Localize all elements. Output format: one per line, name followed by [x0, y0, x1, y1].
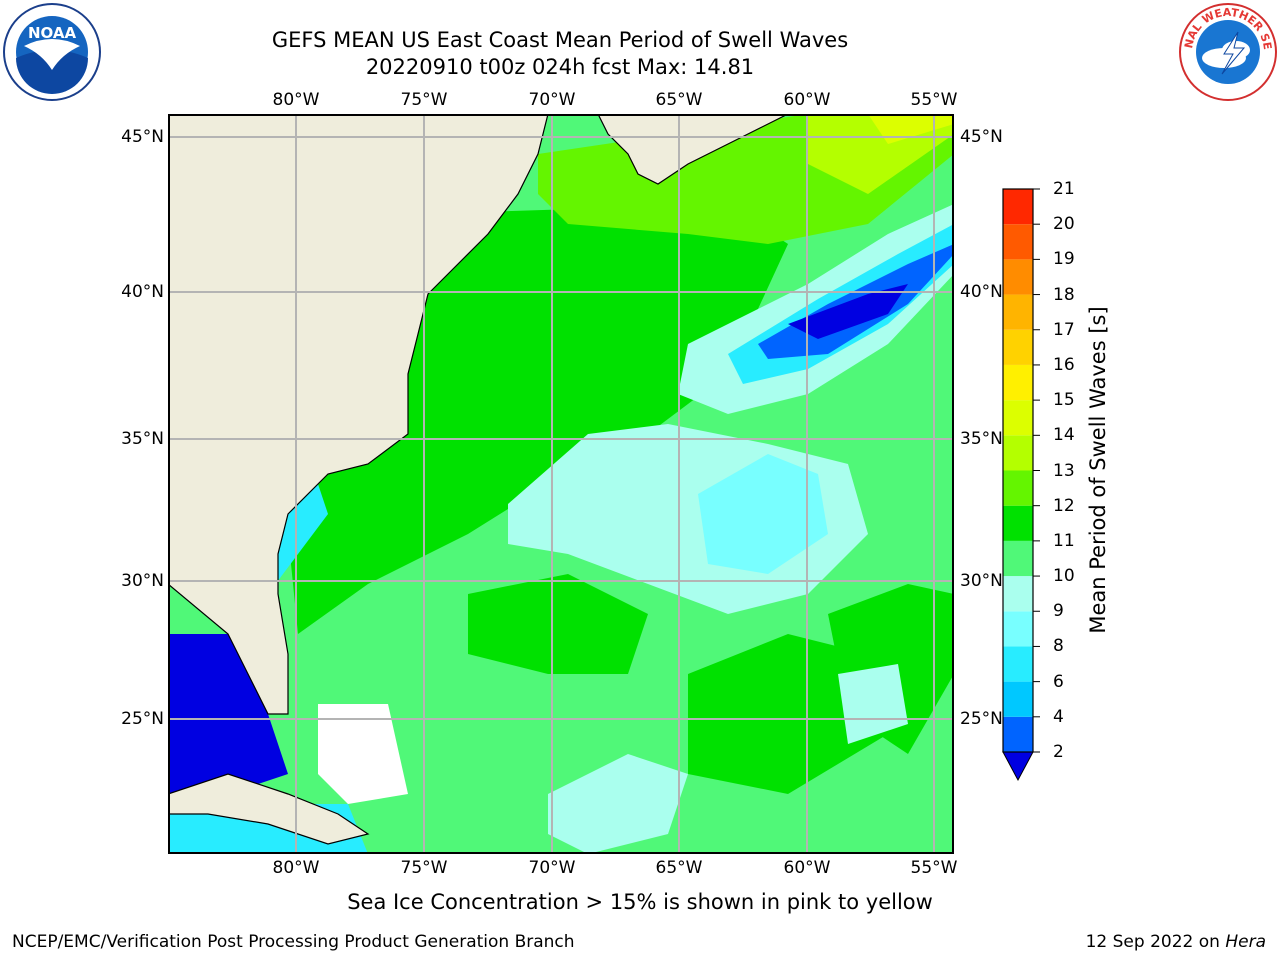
colorbar-tick-label: 2	[1053, 742, 1064, 762]
colorbar-tick-label: 17	[1053, 319, 1075, 340]
lat-label-left: 40°N	[121, 282, 164, 302]
map-title: GEFS MEAN US East Coast Mean Period of S…	[271, 28, 849, 52]
lat-label-left: 25°N	[121, 709, 164, 729]
colorbar-tick-label: 21	[1053, 179, 1075, 199]
maritimes-land	[597, 114, 789, 185]
colorbar-tick-label: 18	[1053, 284, 1075, 305]
credit-text: NCEP/EMC/Verification Post Processing Pr…	[12, 932, 575, 952]
lon-label-top: 65°W	[655, 90, 703, 110]
colorbar-label: Mean Period of Swell Waves [s]	[1086, 306, 1110, 634]
colorbar-swatch	[1003, 646, 1033, 682]
lon-label-bottom: 75°W	[400, 858, 448, 878]
gulf-field	[168, 634, 288, 794]
lat-label-left: 35°N	[121, 429, 164, 449]
nws-logo-icon: NATIONAL WEATHER SERVICE	[1178, 2, 1277, 101]
colorbar-tick-label: 8	[1053, 636, 1064, 657]
map-subtitle: 20220910 t00z 024h fcst Max: 14.81	[365, 55, 755, 79]
colorbar-tick-label: 20	[1053, 214, 1075, 235]
colorbar-swatch	[1003, 364, 1033, 401]
timestamp: 12 Sep 2022 on Hera	[1086, 932, 1266, 952]
lon-label-top: 70°W	[528, 90, 576, 110]
lat-label-right: 45°N	[960, 127, 1003, 147]
lat-label-right: 40°N	[960, 282, 1003, 302]
colorbar-tick-label: 12	[1053, 495, 1075, 516]
sea-ice-note: Sea Ice Concentration > 15% is shown in …	[347, 890, 933, 914]
colorbar-tick-label: 13	[1053, 460, 1075, 481]
colorbar-under-arrow	[1002, 751, 1034, 782]
colorbar-swatch	[1003, 576, 1033, 612]
lon-label-top: 80°W	[272, 90, 320, 110]
swell-period-map	[168, 114, 954, 854]
colorbar-swatch	[1003, 470, 1033, 506]
colorbar-tick-label: 6	[1053, 671, 1064, 692]
field-patch-south	[468, 574, 648, 674]
field-patch-cyan-south	[548, 754, 688, 854]
lat-label-left: 45°N	[121, 127, 164, 147]
colorbar-swatch	[1003, 716, 1033, 752]
field-band-8s	[698, 454, 828, 574]
lat-label-right: 35°N	[960, 429, 1003, 449]
colorbar	[1002, 188, 1040, 782]
colorbar-tick-label: 10	[1053, 566, 1075, 587]
colorbar-swatch	[1003, 189, 1033, 225]
lat-label-right: 30°N	[960, 571, 1003, 591]
colorbar-swatch	[1003, 259, 1033, 295]
colorbar-swatch	[1003, 224, 1033, 260]
lon-label-top: 60°W	[783, 90, 831, 110]
colorbar-swatch	[1003, 435, 1033, 471]
colorbar-tick-label: 19	[1053, 249, 1075, 270]
lat-label-left: 30°N	[121, 571, 164, 591]
colorbar-swatch	[1003, 505, 1033, 541]
field-band-under	[788, 284, 908, 339]
colorbar-swatch	[1003, 540, 1033, 577]
colorbar-tick-label: 4	[1053, 706, 1064, 727]
timestamp-host: Hera	[1225, 932, 1266, 952]
field-patch-cyan-east	[838, 664, 908, 744]
lon-label-bottom: 70°W	[528, 858, 576, 878]
lon-label-top: 75°W	[400, 90, 448, 110]
colorbar-swatch	[1003, 294, 1033, 330]
lon-label-top: 55°W	[910, 90, 958, 110]
bahamas-mask	[318, 704, 408, 804]
lon-label-bottom: 60°W	[783, 858, 831, 878]
colorbar-swatch	[1003, 611, 1033, 647]
graticule	[168, 114, 954, 854]
noaa-logo-text: NOAA	[28, 24, 77, 42]
noaa-logo-icon: NOAA	[3, 3, 101, 101]
colorbar-swatch	[1003, 400, 1033, 436]
colorbar-tick-label: 14	[1053, 425, 1075, 446]
lon-label-bottom: 80°W	[272, 858, 320, 878]
cuba-land	[168, 773, 370, 845]
colorbar-tick-label: 16	[1053, 354, 1075, 375]
lon-label-bottom: 65°W	[655, 858, 703, 878]
timestamp-date: 12 Sep 2022 on	[1085, 932, 1226, 952]
colorbar-swatch	[1003, 329, 1033, 365]
lat-label-right: 25°N	[960, 709, 1003, 729]
us-coastline	[168, 114, 549, 715]
colorbar-tick-label: 11	[1053, 530, 1075, 551]
colorbar-swatch	[1003, 681, 1033, 717]
lon-label-bottom: 55°W	[910, 858, 958, 878]
colorbar-tick-label: 9	[1053, 601, 1064, 622]
colorbar-tick-label: 15	[1053, 390, 1075, 411]
map-frame	[168, 114, 954, 854]
